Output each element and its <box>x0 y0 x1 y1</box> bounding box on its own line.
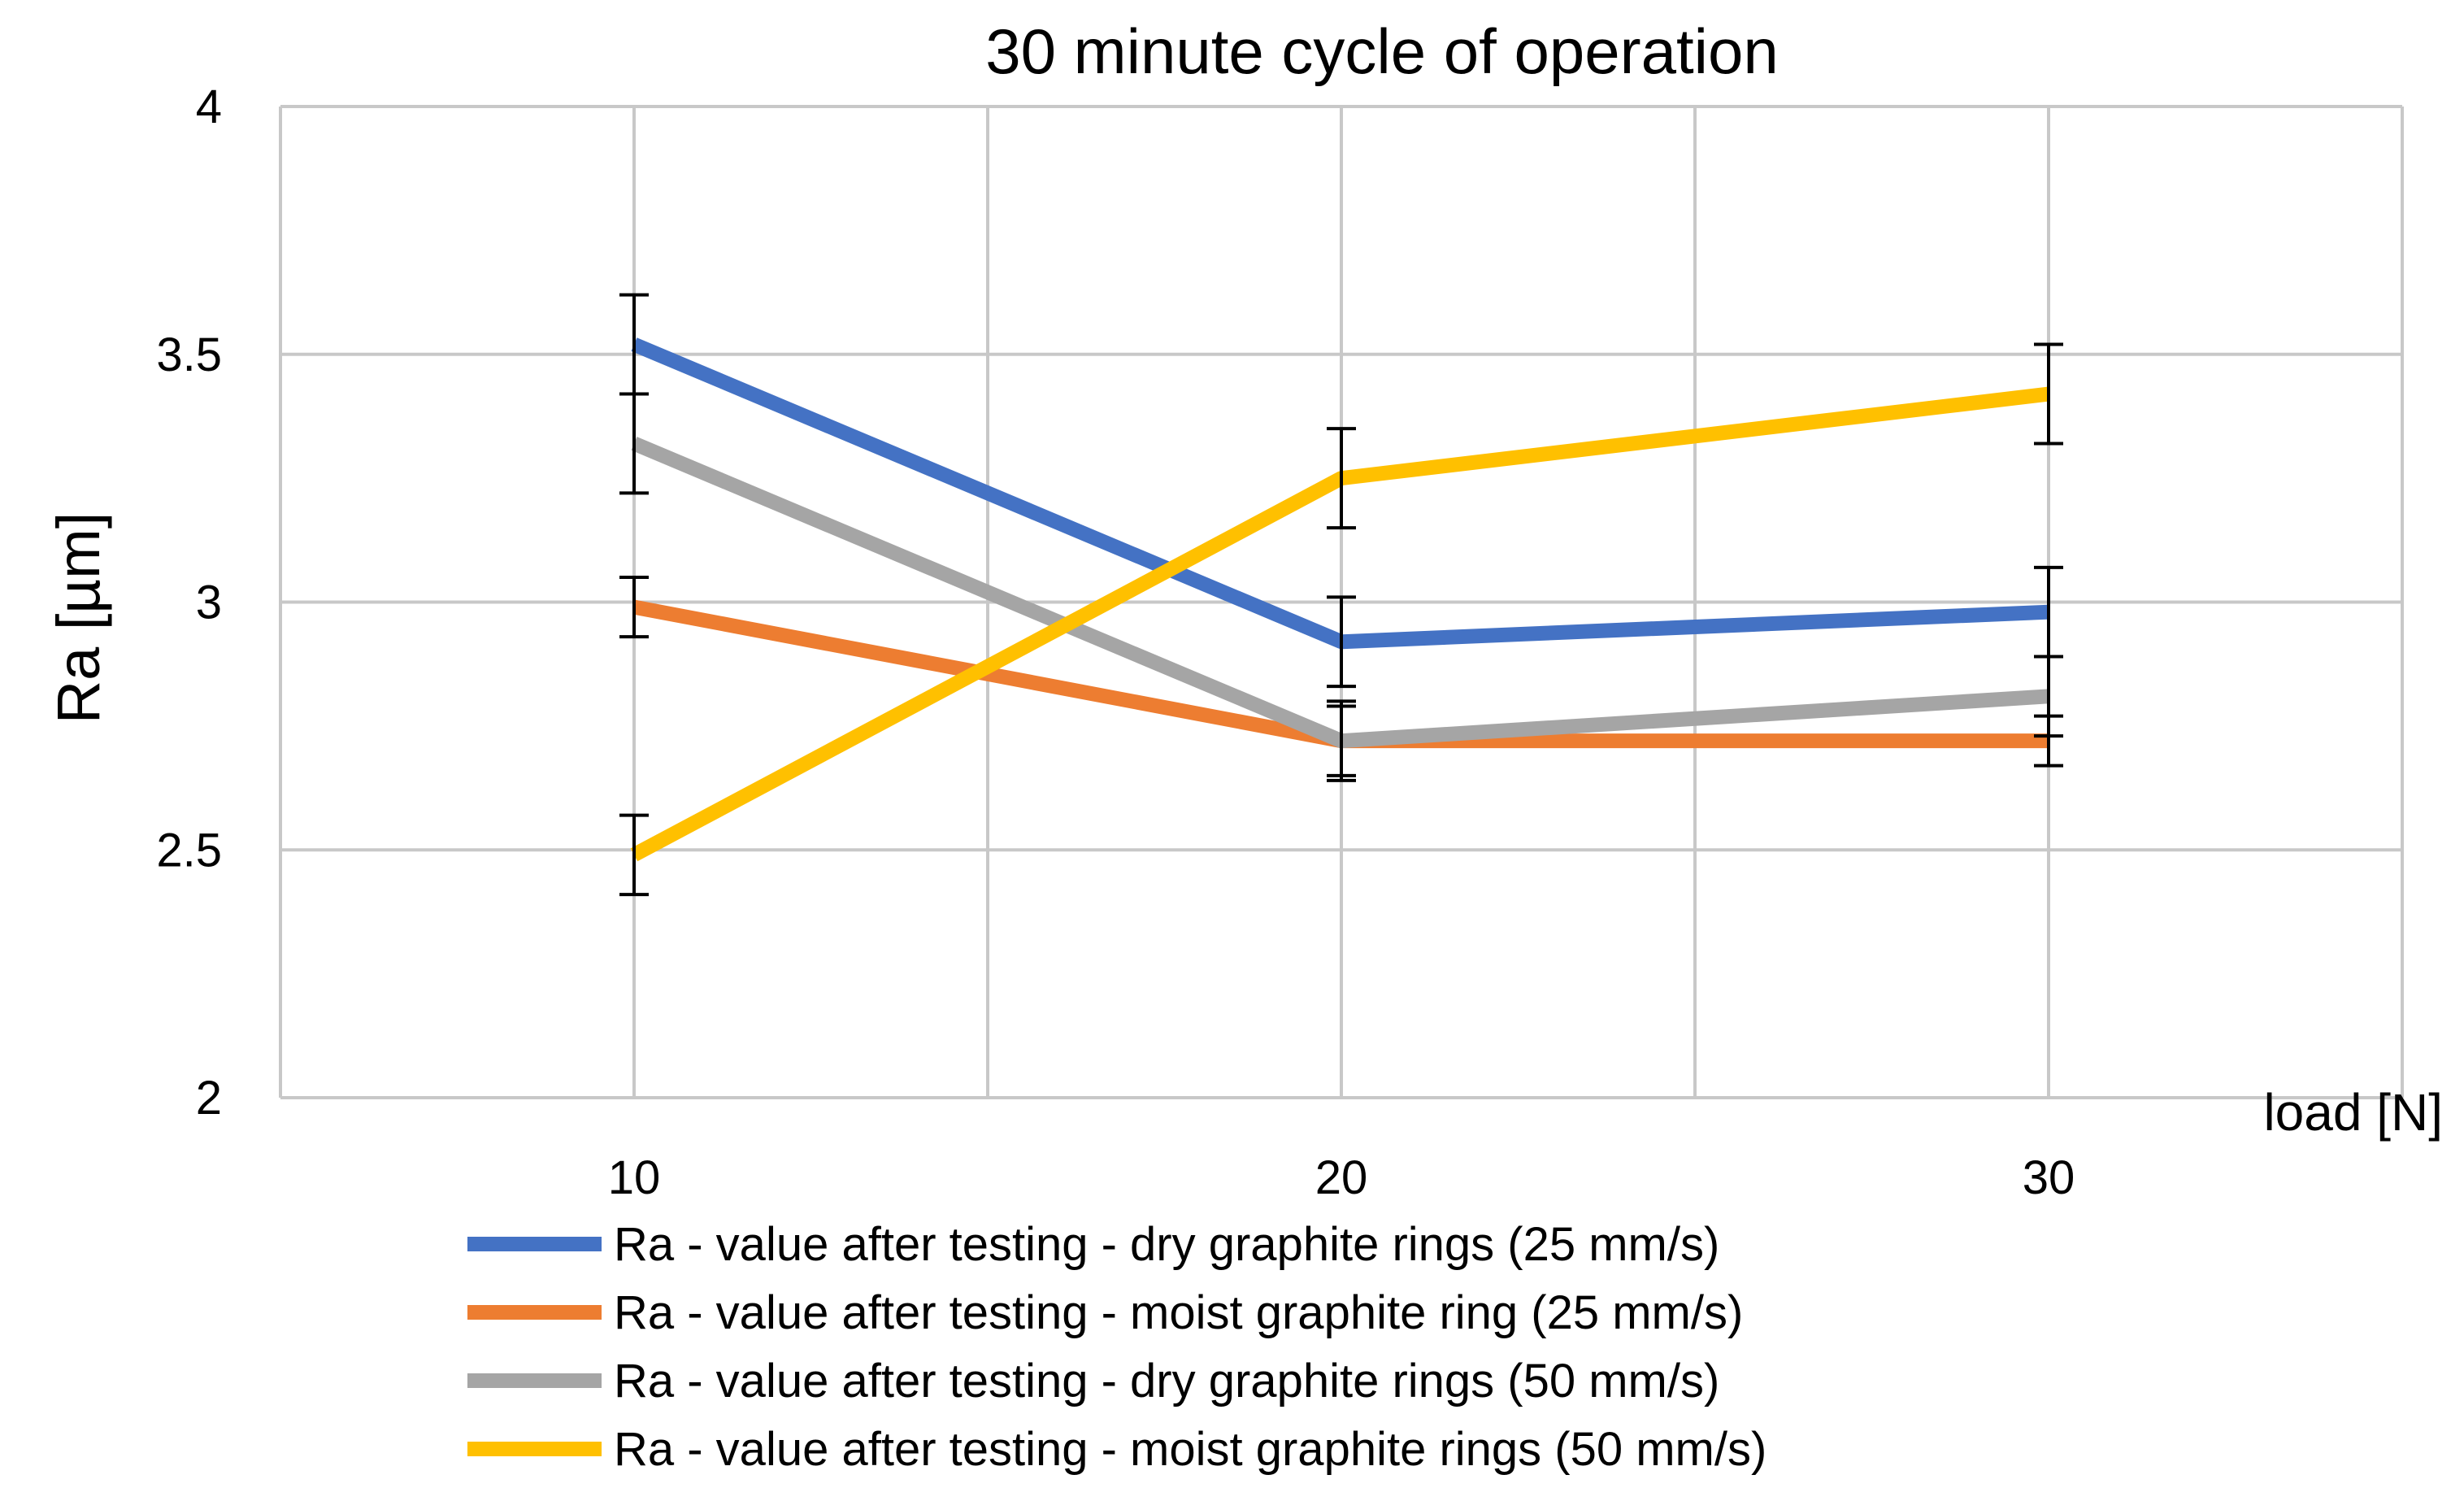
y-tick-label: 2.5 <box>156 824 222 877</box>
error-bar <box>2034 655 2063 738</box>
y-tick-label: 3.5 <box>156 328 222 381</box>
error-bars <box>619 293 2063 897</box>
legend-item: Ra - value after testing - dry graphite … <box>467 1355 1719 1407</box>
y-tick-label: 3 <box>196 576 222 629</box>
error-bar <box>2034 342 2063 446</box>
x-tick-label: 30 <box>2023 1151 2075 1204</box>
legend-label: Ra - value after testing - dry graphite … <box>614 1355 1719 1407</box>
x-axis-label: load [N] <box>2263 1083 2443 1142</box>
legend: Ra - value after testing - dry graphite … <box>467 1218 1767 1476</box>
y-tick-label: 2 <box>196 1072 222 1125</box>
x-tick-label: 10 <box>608 1151 661 1204</box>
error-bar <box>619 576 649 639</box>
error-bar <box>619 813 649 897</box>
y-axis-label: Ra [µm] <box>45 512 112 724</box>
error-bar <box>1327 699 1356 782</box>
error-bar <box>1327 427 1356 530</box>
legend-label: Ra - value after testing - moist graphit… <box>614 1423 1767 1476</box>
x-tick-label: 20 <box>1315 1151 1368 1204</box>
y-tick-label: 4 <box>196 80 222 133</box>
legend-item: Ra - value after testing - moist graphit… <box>467 1286 1743 1339</box>
legend-label: Ra - value after testing - dry graphite … <box>614 1218 1719 1271</box>
legend-item: Ra - value after testing - moist graphit… <box>467 1423 1767 1476</box>
error-bar <box>1327 595 1356 689</box>
legend-item: Ra - value after testing - dry graphite … <box>467 1218 1719 1271</box>
legend-label: Ra - value after testing - moist graphit… <box>614 1286 1743 1339</box>
error-bar <box>619 392 649 495</box>
axes: 2 2.5 3 3.5 4 10 20 30 <box>156 80 2075 1204</box>
chart-title: 30 minute cycle of operation <box>985 15 1779 87</box>
